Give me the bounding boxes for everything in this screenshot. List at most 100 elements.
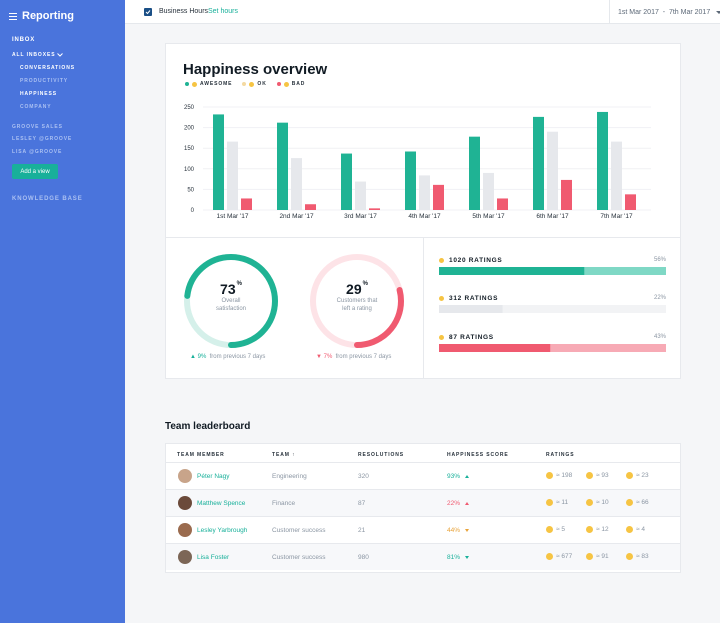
sidebar-item-conversations[interactable]: CONVERSATIONS bbox=[20, 65, 75, 71]
date-range-picker[interactable]: 1st Mar 2017 - 7th Mar 2017 bbox=[609, 0, 720, 24]
table-row[interactable]: Lesley Yarbrough Customer success 21 44% ≈ 5… bbox=[166, 516, 680, 543]
rating-bar-fill bbox=[439, 267, 585, 275]
legend-dot bbox=[276, 82, 281, 86]
member-resolutions: 21 bbox=[358, 527, 366, 534]
avatar bbox=[178, 496, 192, 510]
score-value: 81% bbox=[447, 554, 461, 561]
rating-percent: 56% bbox=[653, 257, 666, 263]
bar-ok[interactable] bbox=[547, 131, 558, 210]
column-header-member[interactable]: TEAM MEMBER bbox=[177, 452, 225, 458]
bar-ok[interactable] bbox=[227, 141, 238, 210]
member-ratings: ≈ 5 ≈ 12 ≈ 4 bbox=[546, 526, 666, 533]
sidebar-item-company[interactable]: COMPANY bbox=[20, 104, 52, 110]
bar-bad[interactable] bbox=[241, 198, 252, 210]
rating-bar-track bbox=[439, 305, 666, 313]
set-hours-link[interactable]: Set hours bbox=[208, 8, 238, 15]
sidebar-item-happiness[interactable]: HAPPINESS bbox=[20, 91, 57, 97]
rating-bad: ≈ 4 bbox=[636, 526, 645, 533]
rating-awesome: ≈ 5 bbox=[556, 526, 565, 533]
donut-arc bbox=[310, 254, 404, 348]
table-row[interactable]: Matthew Spence Finance 87 22% ≈ 11 ≈ 10 ≈ 66 bbox=[166, 489, 680, 516]
bar-awesome[interactable] bbox=[533, 116, 544, 210]
rating-awesome: ≈ 677 bbox=[556, 553, 573, 560]
rating-bar-fill bbox=[439, 344, 551, 352]
leaderboard-table: TEAM MEMBER TEAM ↑ RESOLUTIONS HAPPINESS… bbox=[165, 443, 681, 573]
trend-value: 9% bbox=[197, 354, 207, 360]
knowledge-base-link[interactable]: KNOWLEDGE BASE bbox=[12, 196, 83, 202]
bar-awesome[interactable] bbox=[213, 114, 224, 210]
sidebar-group-lesley[interactable]: LESLEY @GROOVE bbox=[12, 136, 73, 142]
rating-bar bbox=[439, 267, 666, 275]
rating-bad: ≈ 66 bbox=[636, 499, 649, 506]
bar-bad[interactable] bbox=[305, 204, 316, 210]
bar-awesome[interactable] bbox=[469, 136, 480, 210]
bar-ok[interactable] bbox=[611, 141, 622, 210]
bar-awesome[interactable] bbox=[597, 111, 608, 210]
bar-awesome[interactable] bbox=[277, 122, 288, 210]
menu-icon[interactable] bbox=[9, 12, 17, 20]
add-view-button[interactable]: Add a view bbox=[12, 164, 58, 179]
bar-bad[interactable] bbox=[497, 198, 508, 210]
emoji-ok-icon bbox=[586, 553, 593, 560]
divider bbox=[166, 237, 680, 238]
bar-awesome[interactable] bbox=[341, 153, 352, 210]
member-team: Finance bbox=[272, 500, 296, 507]
bar-bad[interactable] bbox=[561, 179, 572, 210]
bar-bad[interactable] bbox=[433, 184, 444, 210]
bar-awesome[interactable] bbox=[405, 151, 416, 210]
table-row[interactable]: Péter Nagy Engineering 320 93% ≈ 198 ≈ 93 ≈ 23 bbox=[166, 462, 680, 489]
trend-icon bbox=[465, 556, 470, 559]
chevron-down-icon bbox=[57, 53, 64, 57]
rating-bar bbox=[439, 344, 666, 352]
emoji-bad-icon bbox=[626, 499, 633, 506]
trend-up-icon: ▲ bbox=[190, 354, 196, 360]
rating-awesome: ≈ 198 bbox=[556, 472, 573, 479]
bar-ok[interactable] bbox=[419, 175, 430, 210]
all-inboxes-dropdown[interactable]: ALL INBOXES bbox=[12, 52, 64, 58]
emoji-ok-icon bbox=[439, 296, 444, 301]
avatar bbox=[178, 523, 192, 537]
bar-bad[interactable] bbox=[625, 194, 636, 210]
rating-label: 87 RATINGS bbox=[439, 334, 666, 341]
member-name[interactable]: Péter Nagy bbox=[197, 473, 230, 480]
score-value: 22% bbox=[447, 500, 461, 507]
column-header-resolutions[interactable]: RESOLUTIONS bbox=[358, 452, 405, 458]
column-header-score[interactable]: HAPPINESS SCORE bbox=[447, 452, 509, 458]
rating-row-ok: 312 RATINGS 22% bbox=[439, 295, 666, 313]
sidebar-item-productivity[interactable]: PRODUCTIVITY bbox=[20, 78, 69, 84]
bar-ok[interactable] bbox=[291, 158, 302, 210]
x-tick-label: 1st Mar '17 bbox=[217, 213, 249, 220]
y-tick-label: 250 bbox=[184, 105, 195, 111]
legend-dot bbox=[242, 82, 247, 86]
column-header-ratings[interactable]: RATINGS bbox=[546, 452, 575, 458]
trend-text: from previous 7 days bbox=[335, 354, 392, 360]
column-header-team[interactable]: TEAM ↑ bbox=[272, 452, 295, 458]
member-score: 44% bbox=[447, 527, 470, 534]
date-range-label: 1st Mar 2017 - 7th Mar 2017 bbox=[618, 8, 711, 16]
sidebar: Reporting INBOX ALL INBOXES CONVERSATION… bbox=[0, 0, 125, 623]
legend-ok: OK bbox=[242, 81, 266, 87]
member-name[interactable]: Lesley Yarbrough bbox=[197, 527, 248, 534]
all-inboxes-label: ALL INBOXES bbox=[12, 52, 56, 58]
bar-ok[interactable] bbox=[355, 181, 366, 210]
business-hours-checkbox[interactable] bbox=[144, 8, 152, 16]
table-row[interactable]: Lisa Foster Customer success 980 81% ≈ 677 ≈ … bbox=[166, 543, 680, 570]
member-name[interactable]: Matthew Spence bbox=[197, 500, 246, 507]
satisfaction-label: Overall bbox=[221, 298, 241, 304]
avatar bbox=[178, 550, 192, 564]
donut-arc bbox=[184, 254, 278, 348]
caret-down-icon bbox=[716, 10, 720, 14]
sidebar-group-groove-sales[interactable]: GROOVE SALES bbox=[12, 124, 63, 130]
trend-icon bbox=[465, 529, 470, 532]
rating-ok: ≈ 93 bbox=[596, 472, 609, 479]
emoji-bad-icon bbox=[283, 81, 289, 87]
happiness-overview-panel: Happiness overview AWESOME OK BAD 0 50 100… bbox=[165, 43, 681, 379]
member-resolutions: 320 bbox=[358, 473, 369, 480]
bar-bad[interactable] bbox=[369, 208, 380, 210]
leaderboard-title: Team leaderboard bbox=[165, 421, 251, 432]
member-name[interactable]: Lisa Foster bbox=[197, 554, 230, 561]
y-tick-label: 100 bbox=[184, 167, 195, 173]
sidebar-group-lisa[interactable]: LISA @GROOVE bbox=[12, 149, 63, 155]
emoji-awesome-icon bbox=[546, 526, 553, 533]
bar-ok[interactable] bbox=[483, 172, 494, 210]
